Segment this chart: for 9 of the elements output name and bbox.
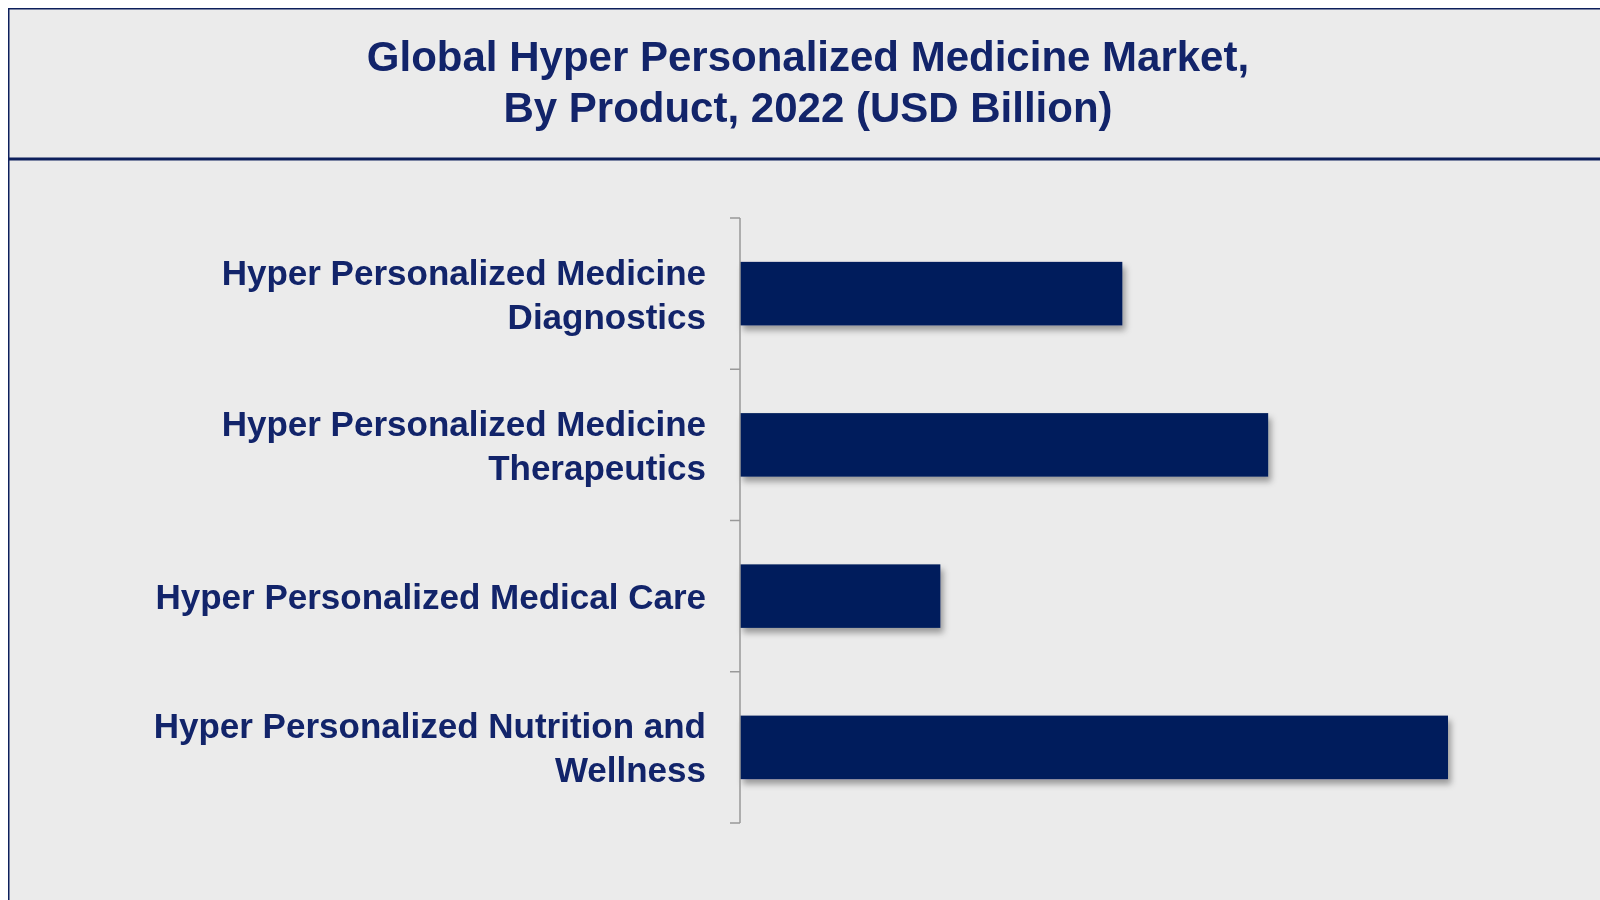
bar bbox=[740, 413, 1269, 477]
y-tick-label: Hyper Personalized Medicine Therapeutics bbox=[221, 403, 706, 487]
bar bbox=[740, 261, 1123, 326]
y-tick-label: Hyper Personalized Medicine Diagnostics bbox=[221, 252, 706, 336]
y-tick-label: Hyper Personalized Medical Care bbox=[155, 576, 706, 616]
chart-title: Global Hyper Personalized Medicine Market, By Product, 2022 (USD Billion) bbox=[366, 32, 1250, 131]
bar bbox=[740, 564, 941, 628]
y-tick-label: Hyper Personalized Nutrition and Wellness bbox=[153, 705, 706, 789]
bar bbox=[740, 715, 1448, 780]
